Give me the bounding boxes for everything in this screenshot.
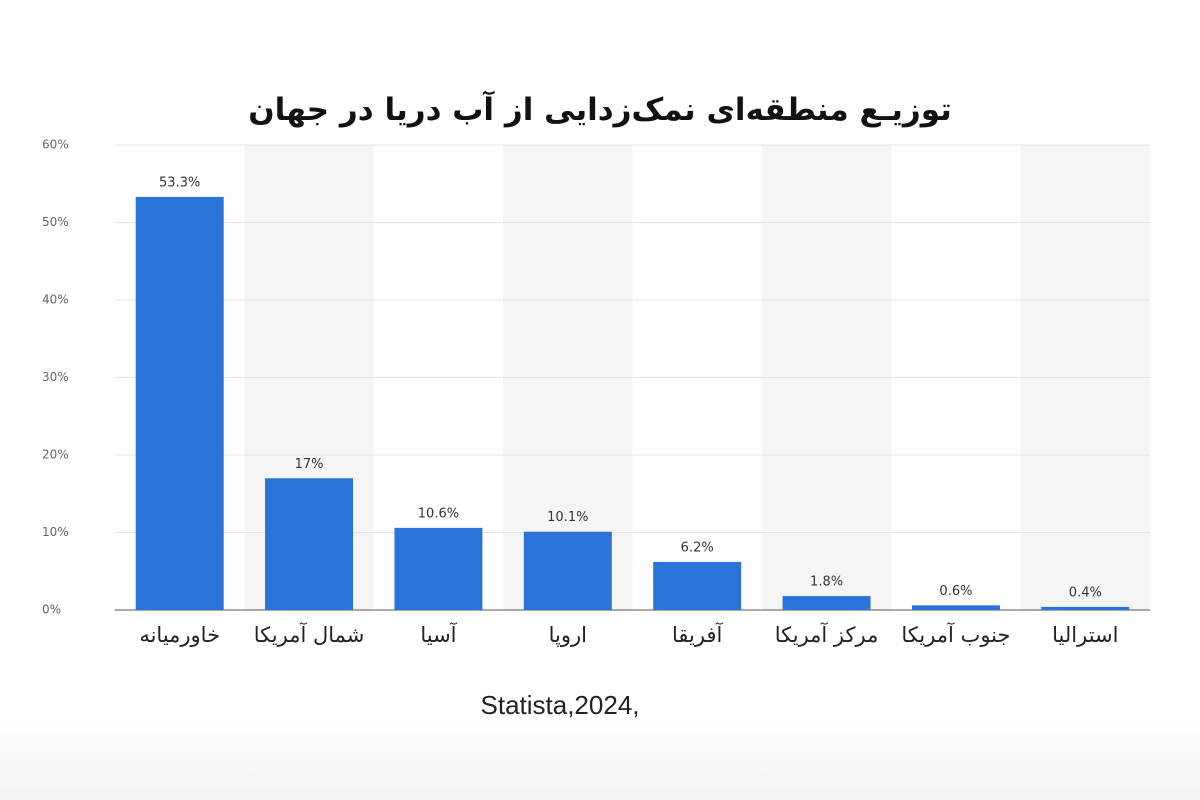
bar (782, 596, 871, 610)
y-tick-label: 30% (42, 370, 69, 384)
value-label: 10.1% (547, 510, 588, 525)
bar (1041, 606, 1130, 610)
x-tick-label: خاورمیانه (139, 623, 221, 647)
bar (265, 478, 354, 610)
bar (394, 527, 483, 610)
bar (135, 196, 224, 611)
y-tick-label: 40% (42, 293, 69, 307)
value-label: 10.6% (418, 506, 459, 521)
x-tick-label: مرکز آمریکا (774, 623, 879, 647)
y-tick-label: 60% (42, 138, 69, 152)
value-label: 0.4% (1069, 585, 1102, 600)
value-label: 1.8% (810, 575, 843, 590)
x-tick-label: شمال آمریکا (253, 623, 365, 647)
x-tick-label: اروپا (548, 623, 587, 647)
value-label: 0.6% (939, 584, 972, 599)
bar (653, 561, 742, 610)
y-tick-label: 50% (42, 215, 69, 229)
bar (911, 605, 1000, 610)
value-label: 6.2% (681, 540, 714, 555)
value-label: 53.3% (159, 175, 200, 190)
y-tick-label: 20% (42, 448, 69, 462)
x-tick-label: استرالیا (1052, 623, 1119, 647)
y-tick-label: 10% (42, 525, 69, 539)
chart-title: توزیـع منطقه‌ای نمک‌زدایی از آب دریا در … (248, 92, 952, 128)
value-label: 17% (295, 457, 324, 472)
x-tick-label: جنوب آمریکا (901, 623, 1011, 647)
x-tick-label: آفریقا (672, 623, 723, 647)
x-tick-label: آسیا (420, 623, 457, 647)
bar (523, 531, 612, 610)
source: Statista,2024, (480, 690, 640, 720)
y-tick-label: 0% (42, 603, 61, 617)
